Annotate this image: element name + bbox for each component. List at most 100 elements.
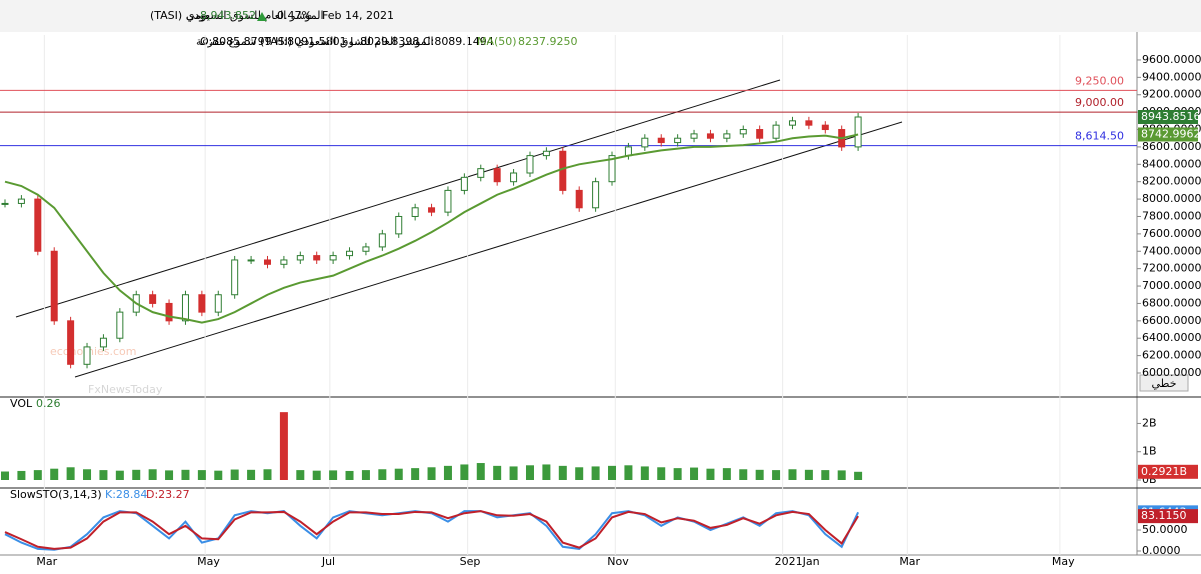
up-arrow [257,12,267,21]
volume-bar [525,465,534,480]
volume-bar [755,469,764,480]
volume-bar [837,470,846,480]
volume-bar [66,467,75,480]
candle [181,294,189,322]
pane-title: SlowSTO(3,14,3) [10,488,102,501]
volume-bar [1,471,9,480]
candle [378,233,386,248]
candle [739,129,747,135]
candle [493,168,501,183]
candle [706,133,714,139]
volume-bar [214,470,223,480]
watermark: FxNewsToday [88,383,163,396]
volume-bar [263,469,272,480]
y-tick-label: 7000.0000 [1142,279,1201,292]
volume-bar [83,469,92,480]
y-tick-label: 7600.0000 [1142,227,1201,240]
candle [231,259,239,296]
x-tick-label: May [1052,555,1075,568]
candle [510,172,518,183]
volume-bar [476,463,485,480]
y-tick-label: 9600.0000 [1142,53,1201,66]
y-tick-label: 7200.0000 [1142,262,1201,275]
candle [280,259,288,265]
candle [674,137,682,144]
volume-bar [296,470,305,480]
volume-bar [312,470,321,480]
volume-bar [197,470,206,480]
y-tick-label: 7400.0000 [1142,244,1201,257]
volume-bar [575,467,584,480]
volume-bar [378,469,387,480]
info-name: المؤشر العام للسوق السعودي (TASI) شموع م… [196,35,434,48]
candle [592,181,600,209]
y-tick-label: 6200.0000 [1142,349,1201,362]
candle [575,189,583,209]
candle [641,137,649,148]
candle [165,302,173,322]
volume-bar [115,470,124,480]
candle [362,246,370,252]
volume-bar [50,468,59,480]
candle [821,124,829,131]
candle [1,202,9,205]
volume-bar [804,469,813,480]
candle [608,155,616,183]
badge-label: 8943.8516 [1141,110,1201,123]
volume-bar [706,468,715,480]
volume-bar [722,468,731,480]
y-tick-label: 2B [1142,416,1157,429]
price: 8,943.852 [200,9,256,22]
volume-bar [230,469,239,480]
legend-entry: D:23.27 [146,488,190,501]
header-bar [0,0,1201,32]
volume-bar [624,465,633,480]
volume-bar [33,470,42,480]
value-badge [1138,464,1198,479]
level-label: 8,614.50 [1075,130,1124,143]
change: 0.47% [277,9,312,22]
volume-bar [17,470,26,480]
candle [723,133,731,139]
volume-bar [739,469,748,480]
volume-bar [132,469,141,480]
candle [263,259,271,265]
volume-bar [542,464,551,480]
line-button[interactable] [1139,374,1189,392]
period: يومي [186,9,210,22]
candle [296,255,304,261]
date: Feb 14, 2021 [322,9,394,22]
volume-bar [329,470,338,480]
button-label[interactable]: خطي [1152,377,1177,390]
volume-bar [165,470,174,480]
candle [198,294,206,313]
candle [460,176,468,191]
volume-bar [657,467,666,480]
candle [34,198,42,252]
volume-bar [640,466,649,480]
candle [805,120,813,126]
candle [444,189,452,213]
ma-value: 8237.9250 [518,35,578,48]
level-label: 9,000.00 [1075,96,1124,109]
legend-entry: K:28.84 [105,488,147,501]
volume-bar [509,466,518,480]
candle [854,116,862,148]
candle [313,255,321,261]
volume-bar [361,470,370,480]
candle [214,294,222,313]
candle [247,259,255,262]
candle [411,207,419,217]
x-tick-label: Sep [460,555,481,568]
volume-bar [443,465,452,480]
volume-bar [345,470,354,480]
y-tick-label: 0.0000 [1142,544,1181,557]
candle [99,337,107,348]
candle [395,215,403,235]
volume-bar [788,469,797,480]
series-line [4,133,859,324]
x-tick-label: Mar [899,555,920,568]
volume-bar [821,470,830,480]
y-tick-label: 8600.0000 [1142,140,1201,153]
